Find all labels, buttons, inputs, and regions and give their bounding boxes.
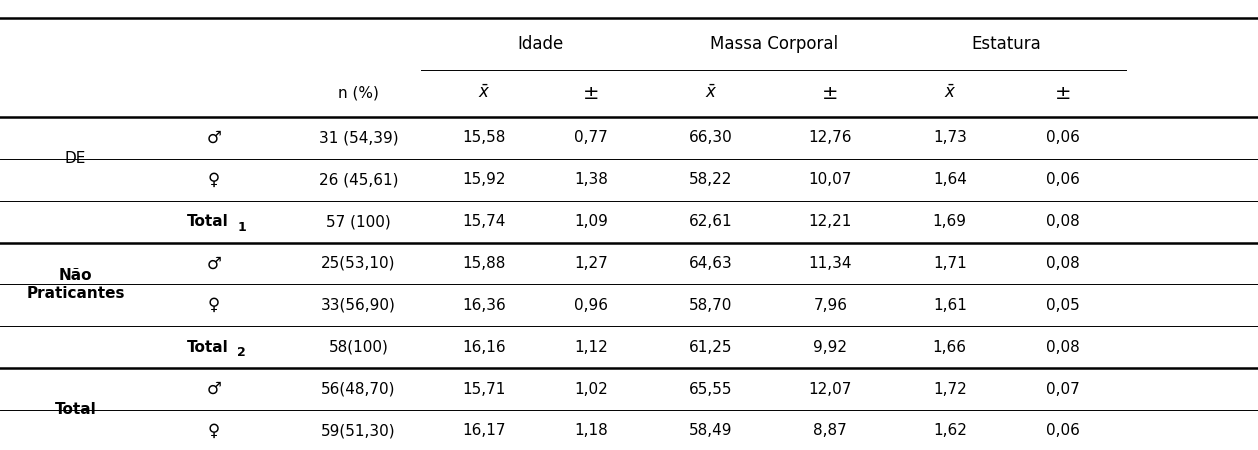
Text: 15,58: 15,58 (463, 130, 506, 145)
Text: 1,62: 1,62 (933, 423, 966, 438)
Text: 1,64: 1,64 (933, 172, 966, 187)
Text: 1: 1 (238, 220, 245, 234)
Text: 15,74: 15,74 (463, 214, 506, 229)
Text: 1,02: 1,02 (575, 382, 608, 396)
Text: 1,66: 1,66 (932, 340, 967, 355)
Text: 58,22: 58,22 (689, 172, 732, 187)
Text: 58,49: 58,49 (689, 423, 732, 438)
Text: Estatura: Estatura (971, 35, 1042, 53)
Text: 61,25: 61,25 (689, 340, 732, 355)
Text: 1,71: 1,71 (933, 256, 966, 271)
Text: 1,38: 1,38 (575, 172, 608, 187)
Text: Não
Praticantes: Não Praticantes (26, 268, 125, 301)
Text: Total: Total (186, 214, 229, 229)
Text: 56(48,70): 56(48,70) (321, 382, 396, 396)
Text: 57 (100): 57 (100) (326, 214, 391, 229)
Text: 64,63: 64,63 (689, 256, 732, 271)
Text: 7,96: 7,96 (813, 298, 848, 313)
Text: 0,06: 0,06 (1047, 172, 1079, 187)
Text: Total: Total (186, 340, 229, 355)
Text: Idade: Idade (518, 35, 564, 53)
Text: 1,73: 1,73 (933, 130, 966, 145)
Text: 0,06: 0,06 (1047, 423, 1079, 438)
Text: 0,96: 0,96 (574, 298, 609, 313)
Text: 0,05: 0,05 (1047, 298, 1079, 313)
Text: 16,36: 16,36 (463, 298, 506, 313)
Text: 12,07: 12,07 (809, 382, 852, 396)
Text: 16,16: 16,16 (463, 340, 506, 355)
Text: $\bar{x}$: $\bar{x}$ (478, 85, 491, 103)
Text: 15,88: 15,88 (463, 256, 506, 271)
Text: 2: 2 (238, 346, 245, 359)
Text: ♂: ♂ (206, 129, 221, 147)
Text: 59(51,30): 59(51,30) (321, 423, 396, 438)
Text: 31 (54,39): 31 (54,39) (318, 130, 399, 145)
Text: DE: DE (65, 151, 86, 166)
Text: 58(100): 58(100) (328, 340, 389, 355)
Text: 1,61: 1,61 (933, 298, 966, 313)
Text: 9,92: 9,92 (813, 340, 848, 355)
Text: 11,34: 11,34 (809, 256, 852, 271)
Text: 62,61: 62,61 (689, 214, 732, 229)
Text: 8,87: 8,87 (814, 423, 847, 438)
Text: 15,71: 15,71 (463, 382, 506, 396)
Text: 1,09: 1,09 (575, 214, 608, 229)
Text: $\bar{x}$: $\bar{x}$ (944, 85, 956, 103)
Text: 33(56,90): 33(56,90) (321, 298, 396, 313)
Text: 26 (45,61): 26 (45,61) (318, 172, 399, 187)
Text: ±: ± (1054, 84, 1072, 103)
Text: 66,30: 66,30 (689, 130, 732, 145)
Text: ♂: ♂ (206, 254, 221, 272)
Text: 0,08: 0,08 (1047, 340, 1079, 355)
Text: 65,55: 65,55 (689, 382, 732, 396)
Text: 0,08: 0,08 (1047, 214, 1079, 229)
Text: 0,77: 0,77 (575, 130, 608, 145)
Text: 10,07: 10,07 (809, 172, 852, 187)
Text: 12,21: 12,21 (809, 214, 852, 229)
Text: 16,17: 16,17 (463, 423, 506, 438)
Text: 0,08: 0,08 (1047, 256, 1079, 271)
Text: 1,72: 1,72 (933, 382, 966, 396)
Text: 1,69: 1,69 (932, 214, 967, 229)
Text: 0,07: 0,07 (1047, 382, 1079, 396)
Text: ±: ± (821, 84, 839, 103)
Text: ±: ± (582, 84, 600, 103)
Text: 1,27: 1,27 (575, 256, 608, 271)
Text: 58,70: 58,70 (689, 298, 732, 313)
Text: 25(53,10): 25(53,10) (321, 256, 396, 271)
Text: ♀: ♀ (208, 171, 220, 189)
Text: 12,76: 12,76 (809, 130, 852, 145)
Text: Massa Corporal: Massa Corporal (710, 35, 838, 53)
Text: Total: Total (54, 402, 97, 418)
Text: n (%): n (%) (338, 86, 379, 101)
Text: 1,18: 1,18 (575, 423, 608, 438)
Text: ♀: ♀ (208, 296, 220, 314)
Text: ♀: ♀ (208, 422, 220, 440)
Text: ♂: ♂ (206, 380, 221, 398)
Text: 0,06: 0,06 (1047, 130, 1079, 145)
Text: 15,92: 15,92 (463, 172, 506, 187)
Text: 1,12: 1,12 (575, 340, 608, 355)
Text: $\bar{x}$: $\bar{x}$ (704, 85, 717, 103)
